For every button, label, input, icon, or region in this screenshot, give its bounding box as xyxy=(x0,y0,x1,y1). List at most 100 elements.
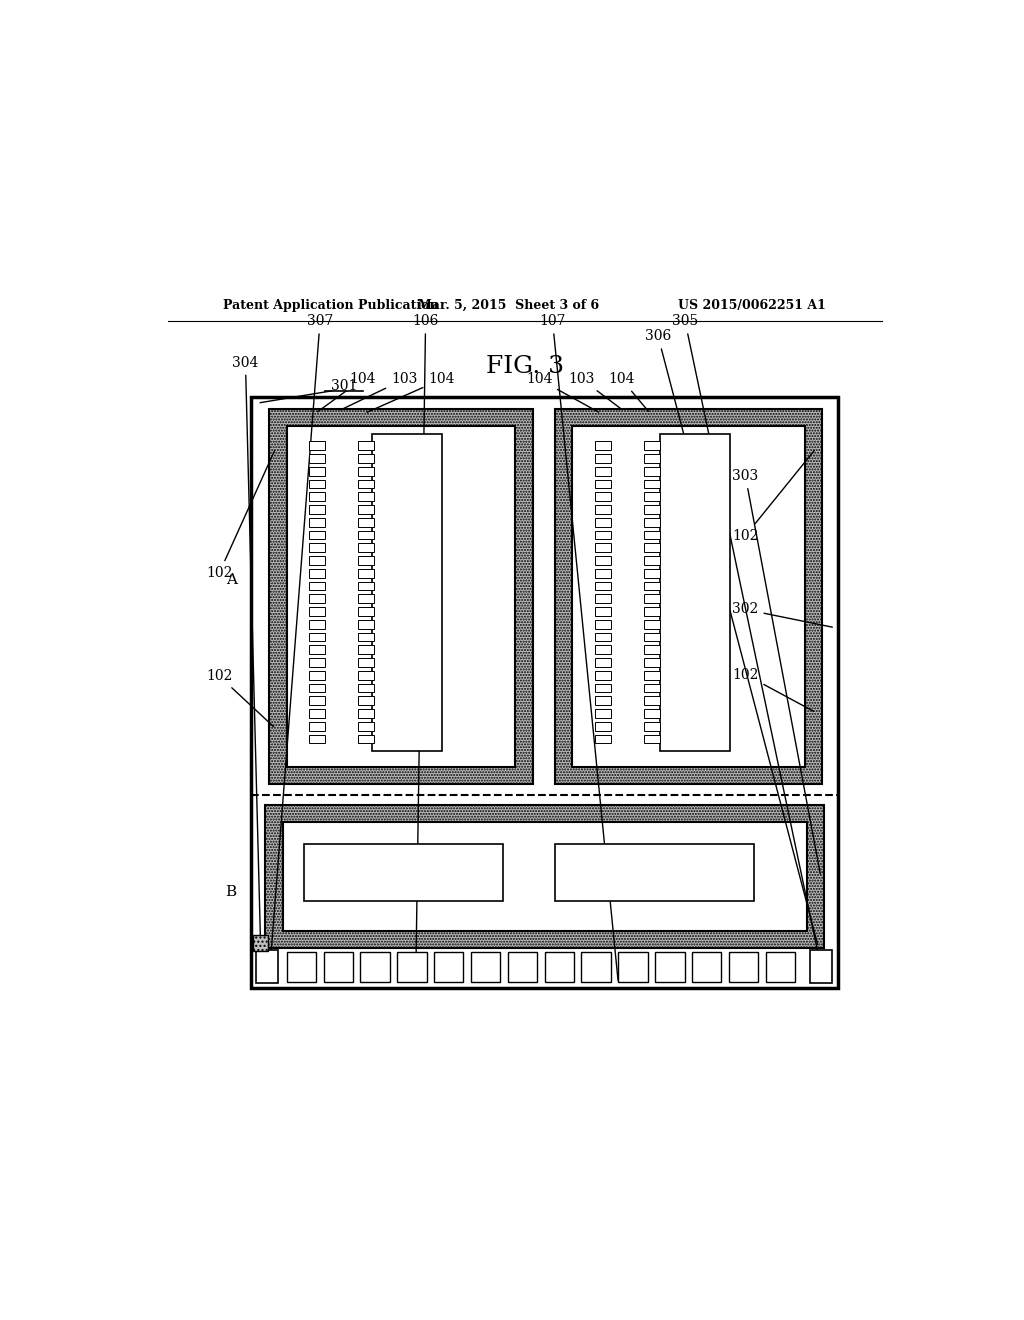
Bar xyxy=(595,531,610,540)
Bar xyxy=(595,722,610,731)
Bar xyxy=(309,594,325,603)
Bar xyxy=(582,952,611,982)
Bar xyxy=(595,735,610,743)
Bar xyxy=(660,434,730,751)
Text: FIG. 3: FIG. 3 xyxy=(485,355,564,378)
Bar xyxy=(644,506,659,513)
Bar xyxy=(358,594,374,603)
Bar xyxy=(595,556,610,565)
Bar xyxy=(397,952,427,982)
Bar xyxy=(555,845,754,900)
Bar xyxy=(358,479,374,488)
Bar xyxy=(309,506,325,513)
Bar xyxy=(309,531,325,540)
Text: US 2015/0062251 A1: US 2015/0062251 A1 xyxy=(679,300,826,312)
Bar xyxy=(309,454,325,463)
Bar xyxy=(595,671,610,680)
Bar xyxy=(644,709,659,718)
Bar xyxy=(595,620,610,628)
Bar xyxy=(358,671,374,680)
Bar xyxy=(256,950,278,983)
Bar xyxy=(434,952,464,982)
Bar xyxy=(309,607,325,616)
Bar xyxy=(304,845,503,900)
Bar xyxy=(309,684,325,693)
Bar xyxy=(358,441,374,450)
Bar xyxy=(595,582,610,590)
Text: Patent Application Publication: Patent Application Publication xyxy=(223,300,438,312)
Bar xyxy=(595,697,610,705)
Text: 306: 306 xyxy=(645,330,818,945)
Bar xyxy=(595,569,610,578)
Bar xyxy=(595,659,610,667)
Bar xyxy=(373,434,442,751)
Bar xyxy=(309,735,325,743)
Bar xyxy=(644,735,659,743)
Bar xyxy=(810,950,831,983)
Bar xyxy=(644,645,659,655)
Bar xyxy=(358,659,374,667)
Text: 102: 102 xyxy=(206,451,274,579)
Bar xyxy=(644,544,659,552)
Bar xyxy=(644,467,659,475)
Bar xyxy=(309,441,325,450)
Bar xyxy=(595,441,610,450)
Bar xyxy=(283,822,807,931)
Bar xyxy=(644,556,659,565)
Bar xyxy=(358,467,374,475)
Bar xyxy=(644,722,659,731)
Bar xyxy=(644,492,659,502)
Bar xyxy=(309,467,325,475)
Bar xyxy=(644,632,659,642)
Bar xyxy=(729,952,758,982)
Bar xyxy=(595,492,610,502)
Bar xyxy=(253,935,267,950)
Bar xyxy=(358,492,374,502)
Bar xyxy=(358,632,374,642)
Text: 305: 305 xyxy=(672,314,820,964)
Bar xyxy=(595,709,610,718)
Text: 307: 307 xyxy=(270,314,333,964)
Bar xyxy=(287,952,316,982)
Bar xyxy=(572,426,805,767)
Text: Mar. 5, 2015  Sheet 3 of 6: Mar. 5, 2015 Sheet 3 of 6 xyxy=(419,300,599,312)
Bar xyxy=(595,645,610,655)
Bar xyxy=(644,569,659,578)
Text: 301: 301 xyxy=(331,379,357,392)
Bar xyxy=(655,952,684,982)
Bar xyxy=(644,620,659,628)
Bar xyxy=(287,426,515,767)
Bar xyxy=(358,607,374,616)
Bar xyxy=(358,556,374,565)
Bar xyxy=(360,952,390,982)
Bar xyxy=(508,952,538,982)
Text: 104: 104 xyxy=(526,372,599,412)
Bar xyxy=(595,467,610,475)
Bar xyxy=(644,659,659,667)
Bar xyxy=(595,632,610,642)
Text: 103: 103 xyxy=(568,372,622,409)
Bar xyxy=(358,582,374,590)
Bar xyxy=(309,544,325,552)
Bar xyxy=(309,671,325,680)
Text: 302: 302 xyxy=(732,602,833,627)
Bar xyxy=(471,952,501,982)
Bar xyxy=(358,735,374,743)
Bar xyxy=(595,594,610,603)
Bar xyxy=(309,556,325,565)
Bar xyxy=(358,569,374,578)
Bar xyxy=(309,569,325,578)
Bar xyxy=(595,607,610,616)
Bar xyxy=(618,952,648,982)
Bar xyxy=(309,645,325,655)
Bar xyxy=(358,722,374,731)
Text: 106: 106 xyxy=(413,314,439,981)
Bar xyxy=(644,697,659,705)
Bar xyxy=(358,454,374,463)
Bar xyxy=(309,492,325,502)
Bar xyxy=(358,684,374,693)
Bar xyxy=(265,805,824,948)
Bar xyxy=(644,594,659,603)
Text: 104: 104 xyxy=(367,372,455,412)
Bar xyxy=(358,709,374,718)
